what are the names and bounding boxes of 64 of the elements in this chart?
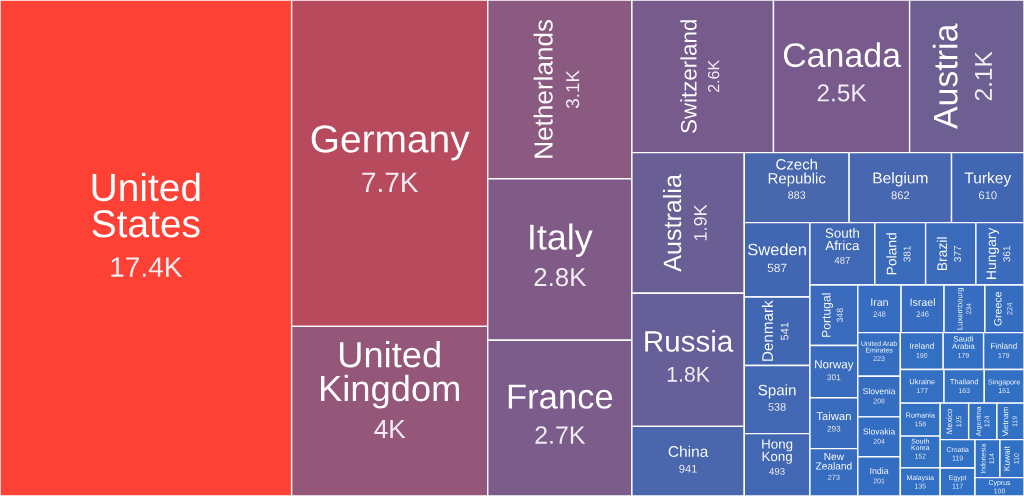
- data-label: 2.7K: [535, 426, 586, 444]
- category-label: Belgium: [873, 172, 928, 187]
- data-label: 301: [827, 374, 841, 381]
- category-label: Canada: [783, 42, 901, 68]
- category-label: Germany: [311, 125, 470, 161]
- data-label: 17.4K: [111, 257, 183, 277]
- category-label: Portugal: [821, 293, 833, 337]
- category-label: United States: [92, 172, 200, 238]
- category-label: Denmark: [761, 300, 773, 361]
- data-label: 862: [891, 191, 910, 200]
- category-label: Iran: [871, 298, 888, 306]
- category-label: Turkey: [964, 172, 1012, 187]
- data-label: 487: [834, 256, 850, 264]
- category-label: United Kingdom: [321, 340, 459, 409]
- category-label: Switzerland: [680, 20, 697, 133]
- data-label: 883: [788, 191, 806, 199]
- category-label: Vietnam: [1002, 407, 1009, 437]
- category-label: Mexico: [946, 408, 953, 434]
- category-label: Australia: [662, 174, 682, 272]
- category-label: Taiwan: [816, 411, 851, 421]
- data-label: 610: [979, 191, 997, 200]
- category-label: Slovakia: [863, 428, 896, 435]
- data-label: 2.8K: [534, 267, 587, 287]
- data-label: 1.9K: [693, 204, 707, 241]
- data-label: 493: [769, 467, 785, 475]
- category-label: Italy: [530, 223, 593, 257]
- data-label: 541: [780, 322, 789, 340]
- category-label: Slovenia: [863, 387, 896, 395]
- data-label: 361: [1003, 245, 1011, 262]
- category-label: Ireland: [910, 342, 934, 349]
- category-label: Greece: [994, 291, 1002, 326]
- category-label: Kuwait: [1003, 446, 1010, 471]
- data-label: 2.5K: [817, 84, 867, 102]
- data-label: 377: [954, 246, 962, 262]
- category-label: Hong Kong: [762, 439, 793, 464]
- category-label: Israel: [910, 298, 935, 306]
- category-label: Spain: [758, 384, 796, 399]
- category-label: Hungary: [986, 227, 999, 279]
- category-label: Brazil: [936, 237, 948, 271]
- data-label: 2.1K: [974, 51, 992, 101]
- data-label: 293: [827, 425, 841, 432]
- category-label: New Zealand: [815, 453, 852, 470]
- category-label: Poland: [886, 233, 897, 275]
- category-label: Norway: [815, 360, 854, 371]
- category-label: China: [668, 445, 709, 458]
- category-label: Netherlands: [533, 19, 553, 158]
- data-label: 2.6K: [707, 59, 720, 93]
- category-label: Finland: [991, 342, 1017, 349]
- category-label: Sweden: [748, 243, 806, 256]
- data-label: 538: [768, 403, 786, 411]
- category-label: Austria: [932, 23, 958, 130]
- category-label: Russia: [645, 330, 734, 352]
- data-label: 4K: [374, 420, 406, 438]
- data-label: 587: [767, 263, 787, 273]
- data-label: 1.8K: [667, 366, 710, 382]
- category-label: France: [508, 384, 613, 409]
- category-label: South Africa: [825, 227, 860, 251]
- data-label: 3.1K: [565, 70, 580, 109]
- data-label: 381: [903, 245, 911, 262]
- data-label: 941: [679, 464, 697, 473]
- data-label: 348: [836, 308, 843, 323]
- category-label: Czech Republic: [768, 158, 826, 187]
- data-label: 7.7K: [362, 172, 419, 192]
- category-label: India: [870, 467, 889, 475]
